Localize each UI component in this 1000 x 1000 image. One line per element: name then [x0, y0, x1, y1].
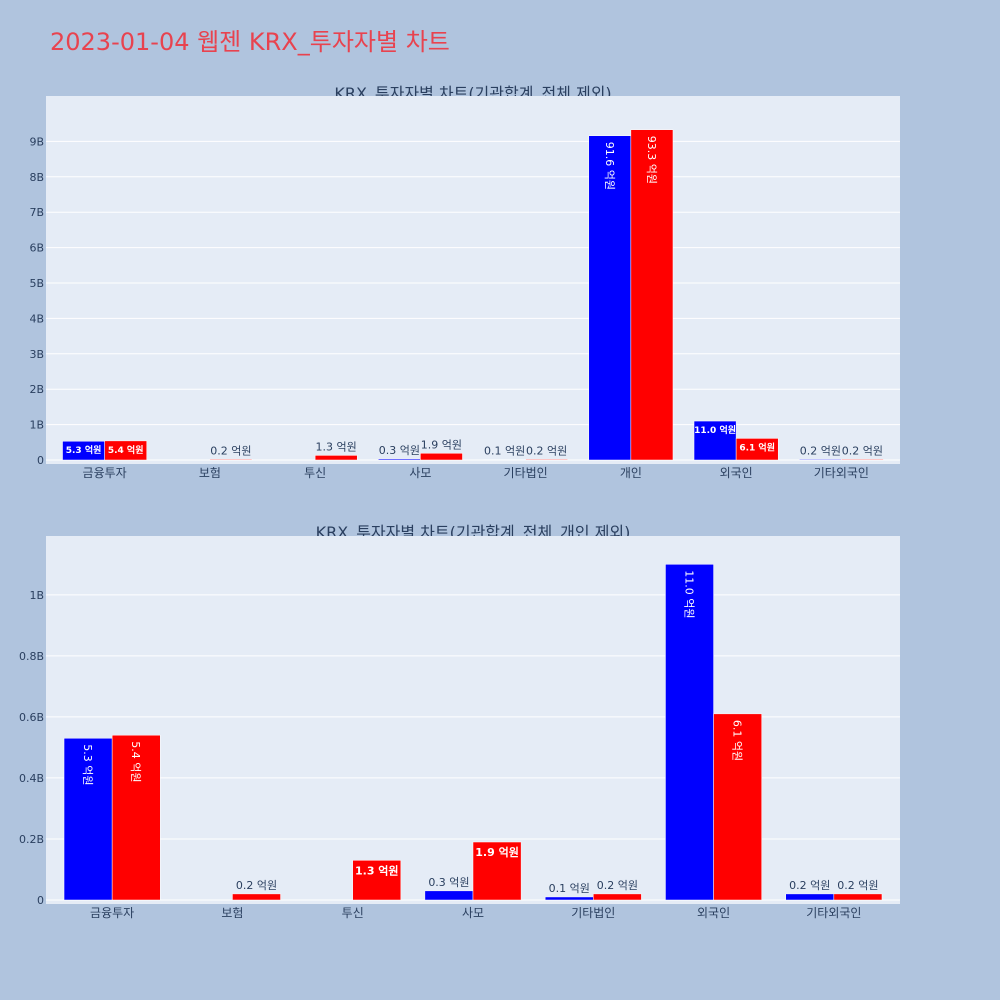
x-tick-label: 사모 — [409, 466, 431, 480]
data-label: 6.1 억원 — [731, 720, 744, 761]
y-tick-label: 0 — [37, 454, 44, 467]
data-label: 11.0 억원 — [694, 424, 736, 436]
data-label: 0.2 억원 — [236, 879, 277, 892]
y-tick-label: 0.2B — [19, 833, 44, 846]
data-label: 0.1 억원 — [549, 882, 590, 895]
bar-buy — [111, 734, 161, 901]
x-tick-label: 투신 — [304, 466, 326, 480]
y-tick-label: 3B — [29, 348, 44, 361]
data-label: 91.6 억원 — [603, 142, 616, 190]
y-tick-label: 1B — [29, 589, 44, 602]
x-tick-label: 투신 — [342, 906, 364, 920]
bar-buy — [472, 841, 522, 901]
data-label: 1.3 억원 — [355, 863, 399, 877]
data-label: 0.2 억원 — [789, 879, 830, 892]
data-label: 11.0 억원 — [683, 570, 696, 618]
bar-sell — [665, 564, 714, 901]
bar-buy — [420, 453, 463, 461]
data-label: 0.2 억원 — [597, 879, 638, 892]
bar-buy — [713, 713, 762, 901]
bar-buy — [525, 459, 568, 461]
y-tick-label: 5B — [29, 277, 44, 290]
bar-sell — [424, 890, 474, 901]
data-label: 0.2 억원 — [800, 444, 841, 457]
y-tick-label: 6B — [29, 242, 44, 255]
x-tick-label: 외국인 — [697, 906, 730, 920]
y-tick-label: 9B — [29, 135, 44, 148]
y-tick-label: 0 — [37, 894, 44, 907]
data-label: 5.4 억원 — [129, 741, 142, 782]
data-label: 1.9 억원 — [475, 845, 519, 859]
y-tick-label: 4B — [29, 312, 44, 325]
bar-buy — [314, 455, 358, 461]
data-label: 0.2 억원 — [837, 879, 878, 892]
bar-sell — [544, 896, 594, 901]
x-tick-label: 기타법인 — [504, 466, 548, 480]
x-tick-label: 사모 — [462, 906, 484, 920]
x-tick-label: 보험 — [199, 466, 221, 480]
bar-buy — [232, 893, 281, 901]
data-label: 0.2 억원 — [526, 444, 567, 457]
y-tick-label: 1B — [29, 419, 44, 432]
bar-buy — [833, 893, 883, 901]
y-tick-label: 0.4B — [19, 772, 44, 785]
bar-sell — [588, 135, 632, 461]
y-tick-label: 8B — [29, 171, 44, 184]
y-tick-label: 7B — [29, 206, 44, 219]
data-label: 5.3 억원 — [66, 444, 102, 456]
bar-sell — [63, 738, 113, 901]
page-title: 2023-01-04 웹젠 KRX_투자자별 차트 — [50, 28, 450, 56]
y-tick-label: 2B — [29, 383, 44, 396]
bar-buy — [735, 438, 779, 461]
x-tick-label: 기타외국인 — [814, 466, 869, 480]
bar-buy — [352, 860, 402, 901]
bar-buy — [209, 459, 253, 461]
bar-buy — [104, 440, 147, 461]
x-tick-label: 기타외국인 — [806, 906, 861, 920]
data-label: 6.1 억원 — [739, 441, 775, 453]
y-tick-label: 0.8B — [19, 650, 44, 663]
x-tick-label: 금융투자 — [90, 906, 134, 920]
data-label: 0.2 억원 — [210, 444, 251, 457]
data-label: 0.3 억원 — [379, 444, 420, 457]
data-label: 1.3 억원 — [316, 440, 357, 453]
bar-buy — [593, 893, 642, 901]
bar-sell — [785, 893, 835, 901]
bar-buy — [630, 129, 674, 461]
y-tick-label: 0.6B — [19, 711, 44, 724]
data-label: 0.3 억원 — [428, 876, 469, 889]
data-label: 5.3 억원 — [81, 744, 94, 785]
x-tick-label: 외국인 — [720, 466, 753, 480]
x-tick-label: 보험 — [221, 906, 243, 920]
data-label: 5.4 억원 — [108, 444, 144, 456]
x-tick-label: 기타법인 — [571, 906, 615, 920]
data-label: 0.2 억원 — [842, 444, 883, 457]
x-tick-label: 개인 — [620, 466, 642, 480]
data-label: 93.3 억원 — [645, 136, 658, 184]
data-label: 1.9 억원 — [421, 438, 462, 451]
plot-area — [46, 96, 900, 464]
bar-sell — [693, 420, 737, 461]
data-label: 0.1 억원 — [484, 445, 525, 458]
bar-buy — [841, 459, 884, 461]
x-tick-label: 금융투자 — [83, 466, 127, 480]
